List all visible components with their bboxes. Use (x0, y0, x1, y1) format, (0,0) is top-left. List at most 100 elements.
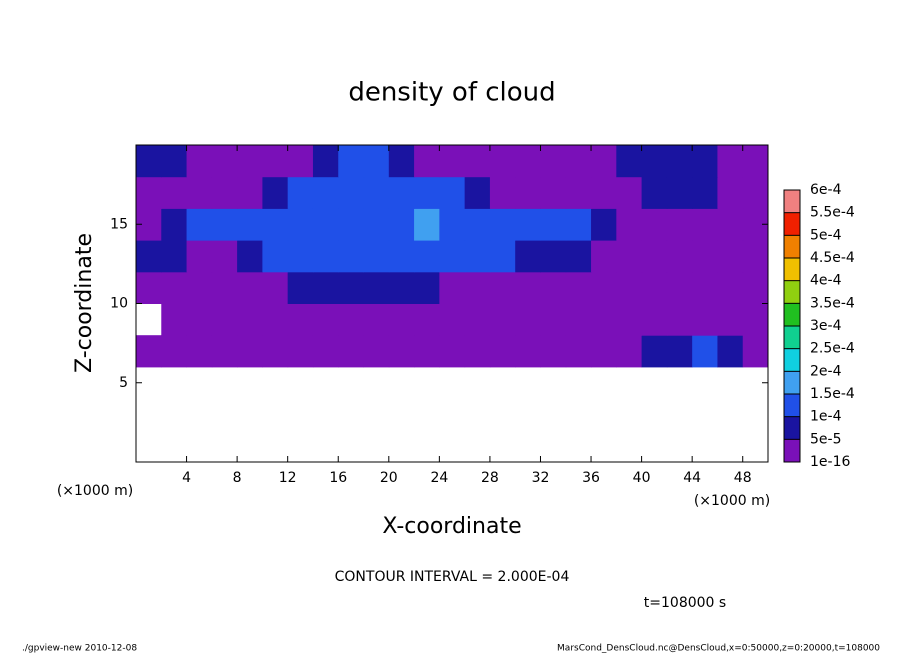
colorbar-band (784, 303, 800, 326)
contour-cell (312, 208, 339, 241)
contour-cell (489, 271, 516, 304)
contour-cell (312, 271, 339, 304)
contour-cell (338, 335, 365, 368)
x-tick-label: 16 (329, 470, 347, 486)
contour-cell (565, 240, 592, 273)
contour-cell (616, 303, 643, 336)
contour-cell (591, 240, 617, 273)
contour-cell (540, 240, 567, 273)
contour-cell (186, 176, 213, 209)
contour-cell (439, 335, 466, 368)
axes: 4 8 12 16 20 24 28 32 36 40 44 48510151e-165e-51e-4… (110, 144, 855, 486)
contour-cell (464, 271, 491, 304)
contour-cell (287, 335, 314, 368)
contour-cell (363, 303, 390, 336)
contour-cell (439, 303, 466, 336)
contour-cell (692, 176, 718, 209)
contour-cell (414, 176, 440, 209)
colorbar-label: 3e-4 (810, 318, 842, 334)
contour-cell (692, 145, 718, 178)
colorbar-band (784, 416, 800, 440)
contour-cell (565, 271, 592, 304)
contour-cell (464, 145, 491, 178)
contour-cell (717, 240, 744, 273)
y-axis-title: Z-coordinate (72, 233, 97, 373)
contour-cell (262, 145, 289, 178)
colorbar-band (784, 280, 800, 304)
contour-cell (464, 176, 491, 209)
x-tick-label: 36 (582, 470, 600, 486)
contour-cell (363, 271, 390, 304)
contour-cell (363, 240, 390, 273)
contour-cell (489, 303, 516, 336)
contour-cell (161, 271, 188, 304)
contour-cell (616, 176, 643, 209)
contour-cell (388, 176, 415, 209)
contour-cell (515, 335, 541, 368)
contour-cell (136, 335, 162, 368)
contour-cell (616, 240, 643, 273)
contour-cell (591, 335, 617, 368)
contour-cell (136, 271, 162, 304)
x-tick-label: 32 (532, 470, 550, 486)
contour-cell (489, 240, 516, 273)
colorbar-label: 4e-4 (810, 273, 842, 289)
contour-cell (515, 303, 541, 336)
colorbar-label: 1.5e-4 (810, 386, 855, 402)
contour-cell (565, 208, 592, 241)
contour-cell (262, 208, 289, 241)
contour-cell (237, 145, 263, 178)
contour-cell (439, 208, 466, 241)
contour-cell (186, 208, 213, 241)
contour-cell (616, 208, 643, 241)
contour-cell (489, 208, 516, 241)
contour-cell (439, 145, 466, 178)
colorbar-band (784, 371, 800, 394)
contour-cell (464, 240, 491, 273)
colorbar-band (784, 348, 800, 372)
contour-cell (161, 303, 188, 336)
contour-cell (742, 303, 769, 336)
contour-cell (742, 145, 769, 178)
contour-cell (338, 145, 365, 178)
colorbar-label: 2.5e-4 (810, 341, 855, 357)
colorbar-label: 4.5e-4 (810, 250, 855, 266)
contour-cell (717, 145, 744, 178)
contour-cell (363, 145, 390, 178)
contour-cell (237, 303, 263, 336)
contour-cell (237, 335, 263, 368)
contour-cell (616, 335, 643, 368)
contour-cell (414, 335, 440, 368)
colorbar-label: 5e-5 (810, 431, 841, 447)
contour-cell (641, 176, 668, 209)
contour-cell (439, 240, 466, 273)
contour-cell (591, 271, 617, 304)
contour-cell (540, 176, 567, 209)
contour-cell (388, 145, 415, 178)
contour-cell (414, 208, 440, 241)
contour-cell (666, 208, 693, 241)
contour-cell (338, 240, 365, 273)
contour-cell (161, 335, 188, 368)
contour-cell (565, 145, 592, 178)
contour-cell (237, 271, 263, 304)
x-tick-label: 24 (430, 470, 448, 486)
contour-cell (591, 208, 617, 241)
contour-cell (742, 335, 769, 368)
contour-cell (717, 176, 744, 209)
colorbar-band (784, 212, 800, 236)
contour-cell (338, 271, 365, 304)
contour-cell (489, 176, 516, 209)
colorbar-label: 6e-4 (810, 182, 842, 198)
x-tick-label: 48 (734, 470, 752, 486)
annotation: CONTOUR INTERVAL = 2.000E-04 (335, 569, 570, 585)
annotation: t=108000 s (644, 595, 726, 611)
contour-cell (692, 271, 718, 304)
contour-cell (211, 271, 238, 304)
contour-cell (591, 176, 617, 209)
contour-cell (312, 176, 339, 209)
contour-cell (287, 240, 314, 273)
contour-cell (540, 208, 567, 241)
field (136, 145, 769, 368)
